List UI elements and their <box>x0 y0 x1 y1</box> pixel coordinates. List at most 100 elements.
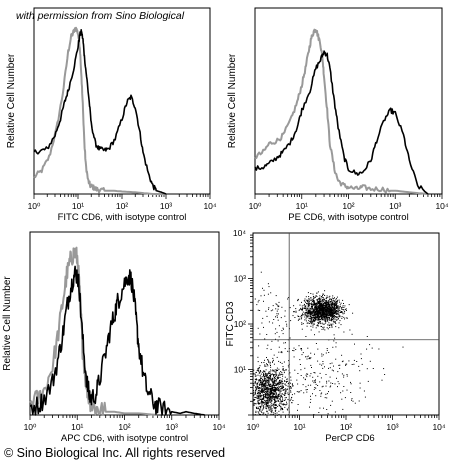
scatter-point <box>310 303 312 305</box>
scatter-point <box>311 322 313 324</box>
scatter-point <box>305 356 306 358</box>
scatter-point <box>271 379 273 381</box>
scatter-point <box>321 305 323 307</box>
scatter-point <box>257 327 259 329</box>
scatter-point <box>279 405 281 407</box>
scatter-point <box>341 317 343 319</box>
scatter-point <box>258 299 260 301</box>
scatter-point <box>282 385 284 387</box>
scatter-point <box>253 373 255 375</box>
scatter-point <box>255 371 257 373</box>
scatter-point <box>258 395 260 397</box>
scatter-point <box>268 409 270 411</box>
scatter-point <box>271 370 273 372</box>
scatter-point <box>257 411 259 413</box>
scatter-point <box>326 308 328 310</box>
y-tick-label: 10³ <box>234 274 246 284</box>
scatter-point <box>299 391 301 393</box>
scatter-point <box>369 344 371 346</box>
scatter-point <box>302 313 303 315</box>
scatter-point <box>261 387 263 389</box>
scatter-point <box>342 408 344 410</box>
scatter-point <box>279 377 281 378</box>
scatter-point <box>337 316 339 318</box>
scatter-point <box>256 304 258 306</box>
scatter-point <box>285 369 287 371</box>
scatter-point <box>310 325 312 327</box>
scatter-point <box>263 378 265 380</box>
scatter-point <box>276 414 278 416</box>
scatter-point <box>263 406 264 408</box>
scatter-point <box>277 340 279 342</box>
scatter-point <box>321 304 323 305</box>
scatter-point <box>289 386 291 388</box>
scatter-point <box>313 302 315 303</box>
scatter-point <box>296 391 298 393</box>
scatter-point <box>272 379 274 381</box>
scatter-point <box>316 316 318 318</box>
scatter-point <box>261 385 263 387</box>
scatter-point <box>267 394 269 396</box>
scatter-point <box>262 389 264 391</box>
scatter-point <box>278 383 280 385</box>
scatter-point <box>265 404 267 406</box>
scatter-point <box>284 397 286 399</box>
scatter-point <box>264 390 266 392</box>
scatter-point <box>321 386 323 388</box>
scatter-point <box>268 378 270 380</box>
scatter-point <box>269 361 271 363</box>
scatter-point <box>258 403 260 405</box>
scatter-point <box>285 321 287 323</box>
scatter-point <box>286 403 288 405</box>
scatter-point <box>260 399 262 400</box>
scatter-point <box>333 340 335 342</box>
scatter-point <box>264 374 266 376</box>
scatter-point <box>272 393 274 395</box>
scatter-point <box>307 315 309 317</box>
scatter-point <box>260 382 262 384</box>
scatter-point <box>263 403 265 405</box>
scatter-point <box>329 301 331 303</box>
scatter-point <box>332 310 334 312</box>
scatter-point <box>275 407 277 409</box>
scatter-point <box>253 404 255 406</box>
scatter-point <box>274 369 276 371</box>
scatter-point <box>356 361 358 362</box>
scatter-point <box>279 403 281 405</box>
scatter-point <box>327 304 329 306</box>
scatter-point <box>270 399 272 401</box>
scatter-point <box>259 390 261 392</box>
scatter-point <box>316 310 318 312</box>
x-tick-label: 10⁴ <box>212 422 225 432</box>
scatter-point <box>267 400 269 402</box>
scatter-point <box>322 298 324 300</box>
scatter-point <box>319 381 321 383</box>
scatter-point <box>290 390 292 392</box>
scatter-point <box>259 410 261 412</box>
scatter-point <box>268 380 270 382</box>
scatter-point <box>253 383 255 385</box>
scatter-point <box>264 387 266 389</box>
scatter-point <box>263 375 264 376</box>
scatter-point <box>277 313 279 315</box>
scatter-point <box>282 411 284 413</box>
scatter-point <box>319 301 321 303</box>
scatter-point <box>262 408 264 410</box>
scatter-point <box>299 364 301 365</box>
scatter-point <box>291 394 293 396</box>
scatter-point <box>267 359 269 361</box>
scatter-point <box>338 315 340 317</box>
scatter-point <box>326 312 328 314</box>
scatter-point <box>324 299 325 301</box>
scatter-point <box>304 378 306 380</box>
scatter-point <box>302 307 304 309</box>
scatter-point <box>287 385 289 387</box>
scatter-point <box>312 311 314 313</box>
scatter-point <box>257 401 259 403</box>
y-tick-label: 10⁴ <box>233 228 246 238</box>
scatter-point <box>253 393 255 395</box>
scatter-point <box>263 381 265 383</box>
scatter-point <box>312 326 314 328</box>
scatter-point <box>312 313 314 315</box>
